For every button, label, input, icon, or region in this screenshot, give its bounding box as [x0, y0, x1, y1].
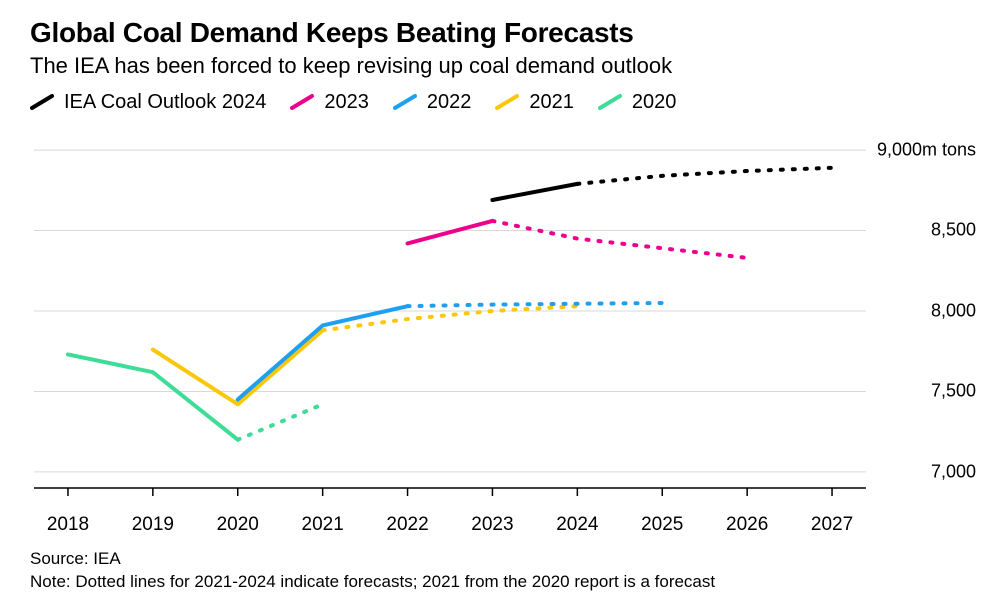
legend-item: IEA Coal Outlook 2024	[30, 91, 266, 114]
source-line: Source: IEA	[30, 548, 976, 571]
y-tick-label: 8,000	[931, 300, 976, 321]
chart-card: Global Coal Demand Keeps Beating Forecas…	[0, 0, 1000, 599]
legend-label: 2020	[632, 91, 677, 114]
series-line	[492, 184, 577, 200]
y-tick-label: 7,000	[931, 461, 976, 482]
x-tick-label: 2019	[132, 514, 174, 536]
legend-label: 2023	[324, 91, 369, 114]
legend-item: 2020	[598, 91, 677, 114]
legend-swatch-icon	[598, 92, 624, 112]
legend-item: 2022	[393, 91, 472, 114]
series-line-forecast	[577, 168, 832, 184]
legend-label: 2022	[427, 91, 472, 114]
series-line	[238, 306, 408, 399]
legend-swatch-icon	[495, 92, 521, 112]
y-tick-label: 9,000m tons	[877, 139, 976, 160]
legend: IEA Coal Outlook 2024 2023 2022 2021 2020	[30, 91, 976, 114]
x-tick-label: 2022	[386, 514, 428, 536]
chart-plot-area: 7,0007,5008,0008,5009,000m tons201820192…	[30, 128, 976, 508]
note-line: Note: Dotted lines for 2021-2024 indicat…	[30, 571, 976, 594]
series-line	[68, 354, 238, 439]
x-tick-label: 2021	[302, 514, 344, 536]
series-line	[408, 221, 493, 244]
x-tick-label: 2027	[811, 514, 853, 536]
legend-swatch-icon	[290, 92, 316, 112]
legend-label: IEA Coal Outlook 2024	[64, 91, 266, 114]
chart-title: Global Coal Demand Keeps Beating Forecas…	[30, 18, 976, 49]
x-tick-label: 2024	[556, 514, 598, 536]
x-tick-label: 2023	[471, 514, 513, 536]
x-tick-label: 2020	[217, 514, 259, 536]
legend-item: 2021	[495, 91, 574, 114]
x-tick-label: 2026	[726, 514, 768, 536]
series-line-forecast	[238, 404, 323, 439]
series-line-forecast	[408, 303, 663, 306]
series-line-forecast	[492, 221, 747, 258]
y-tick-label: 7,500	[931, 381, 976, 402]
legend-swatch-icon	[30, 92, 56, 112]
legend-swatch-icon	[393, 92, 419, 112]
chart-subtitle: The IEA has been forced to keep revising…	[30, 53, 976, 79]
chart-footer: Source: IEA Note: Dotted lines for 2021-…	[30, 548, 976, 594]
chart-svg	[30, 128, 976, 508]
legend-item: 2023	[290, 91, 369, 114]
y-tick-label: 8,500	[931, 220, 976, 241]
x-tick-label: 2018	[47, 514, 89, 536]
legend-label: 2021	[529, 91, 574, 114]
x-tick-label: 2025	[641, 514, 683, 536]
